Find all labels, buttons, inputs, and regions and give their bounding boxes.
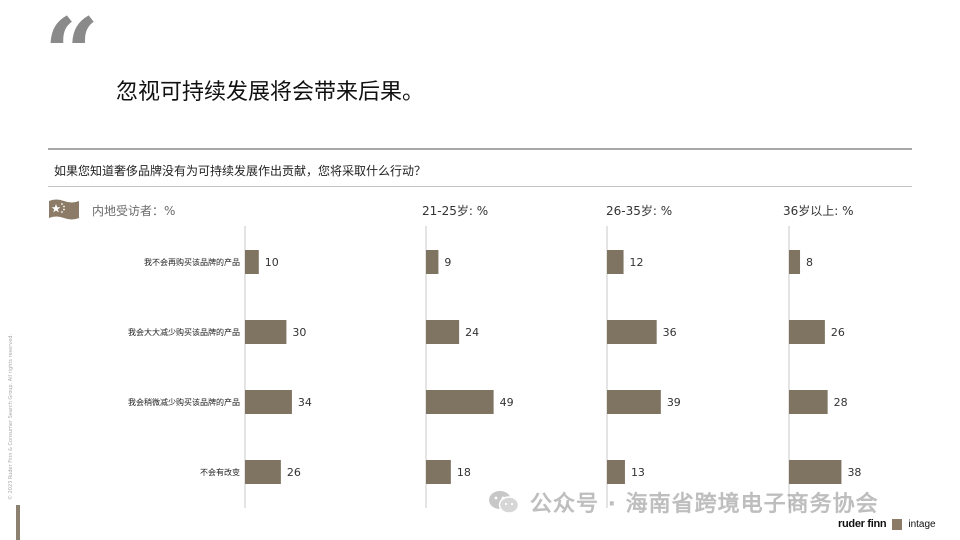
- panel-title-36-plus: 36岁以上: %: [783, 204, 854, 218]
- data-label: 39: [667, 396, 681, 409]
- data-label: 8: [806, 256, 813, 269]
- data-label: 38: [847, 466, 861, 479]
- data-label: 26: [831, 326, 845, 339]
- watermark-text: 公众号 · 海南省跨境电子商务协会: [530, 492, 879, 517]
- bar: [245, 320, 287, 344]
- category-label: 我不会再购买该品牌的产品: [144, 257, 240, 267]
- bar: [607, 390, 661, 414]
- copyright-note: © 2023 Ruder Finn & Consumer Search Grou…: [8, 333, 14, 500]
- data-label: 30: [292, 326, 306, 339]
- china-flag-icon: [49, 199, 79, 220]
- watermark: 公众号 · 海南省跨境电子商务协会: [488, 486, 879, 518]
- slide-title: 忽视可持续发展将会带来后果。: [116, 80, 425, 105]
- data-label: 10: [265, 256, 279, 269]
- category-label: 不会有改变: [200, 467, 240, 477]
- data-label: 12: [630, 256, 644, 269]
- data-label: 24: [465, 326, 479, 339]
- bar: [607, 320, 657, 344]
- question-divider: [48, 186, 912, 187]
- panel-title-all: 内地受访者：%: [92, 204, 176, 218]
- bar: [245, 390, 292, 414]
- intage-logo: intage: [908, 518, 936, 530]
- data-label: 36: [663, 326, 677, 339]
- survey-question: 如果您知道奢侈品牌没有为可持续发展作出贡献，您将采取什么行动？: [54, 164, 427, 178]
- footer-logos: ruder finn intage: [838, 518, 936, 530]
- brand-mark-icon: [892, 518, 903, 530]
- bar: [245, 250, 259, 274]
- bar: [607, 250, 624, 274]
- data-label: 26: [287, 466, 301, 479]
- left-accent-bar: [16, 505, 20, 540]
- ruderfinn-logo: ruder finn: [838, 518, 887, 530]
- panel-title-26-35: 26-35岁: %: [606, 204, 673, 218]
- bar: [426, 320, 460, 344]
- bar: [789, 320, 825, 344]
- bar: [607, 460, 625, 484]
- data-label: 13: [631, 466, 645, 479]
- top-divider: [48, 148, 912, 150]
- data-label: 28: [834, 396, 848, 409]
- bar: [426, 390, 494, 414]
- bar: [426, 250, 439, 274]
- data-label: 49: [500, 396, 514, 409]
- bar: [789, 250, 801, 274]
- category-label: 我会大大减少购买该品牌的产品: [128, 327, 240, 337]
- bar: [245, 460, 281, 484]
- wechat-icon: [489, 491, 520, 514]
- bar: [789, 460, 842, 484]
- category-label: 我会稍微减少购买该品牌的产品: [128, 397, 240, 407]
- data-label: 9: [444, 256, 451, 269]
- quote-mark: “: [44, 0, 100, 110]
- data-label: 34: [298, 396, 312, 409]
- bar: [789, 390, 828, 414]
- bar: [426, 460, 451, 484]
- panel-title-21-25: 21-25岁: %: [422, 204, 489, 218]
- data-label: 18: [457, 466, 471, 479]
